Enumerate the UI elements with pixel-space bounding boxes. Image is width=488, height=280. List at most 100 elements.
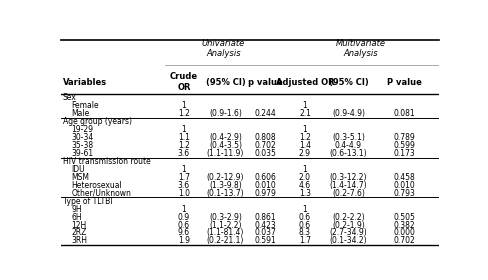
Text: MSM: MSM xyxy=(71,173,89,182)
Text: 1.2: 1.2 xyxy=(178,109,190,118)
Text: Age group (years): Age group (years) xyxy=(63,117,132,126)
Text: (0.2-2.2): (0.2-2.2) xyxy=(332,213,365,221)
Text: 3RH: 3RH xyxy=(71,236,87,245)
Text: 3.6: 3.6 xyxy=(178,149,190,158)
Text: 0.599: 0.599 xyxy=(393,141,415,150)
Text: (0.2-1.9): (0.2-1.9) xyxy=(332,221,365,230)
Text: (0.4-2.9): (0.4-2.9) xyxy=(209,133,242,142)
Text: 9H: 9H xyxy=(71,205,82,214)
Text: 1: 1 xyxy=(303,101,307,110)
Text: 1.1: 1.1 xyxy=(178,133,190,142)
Text: 0.6: 0.6 xyxy=(299,213,311,221)
Text: (0.3-12.2): (0.3-12.2) xyxy=(330,173,367,182)
Text: 1: 1 xyxy=(182,125,186,134)
Text: 2.1: 2.1 xyxy=(299,109,311,118)
Text: (1.1-2.2): (1.1-2.2) xyxy=(209,221,242,230)
Text: Adjusted OR: Adjusted OR xyxy=(276,78,334,87)
Text: 0.382: 0.382 xyxy=(393,221,415,230)
Text: Variables: Variables xyxy=(63,78,107,87)
Text: (1.4-14.7): (1.4-14.7) xyxy=(329,181,367,190)
Text: Univariate
Analysis: Univariate Analysis xyxy=(202,39,245,59)
Text: (0.9-4.9): (0.9-4.9) xyxy=(332,109,365,118)
Text: 6H: 6H xyxy=(71,213,82,221)
Text: 1: 1 xyxy=(182,101,186,110)
Text: 0.6: 0.6 xyxy=(178,221,190,230)
Text: Other/Unknown: Other/Unknown xyxy=(71,189,131,198)
Text: 3.6: 3.6 xyxy=(178,181,190,190)
Text: 0.505: 0.505 xyxy=(393,213,415,221)
Text: (1.1-11.9): (1.1-11.9) xyxy=(207,149,244,158)
Text: (2.7-34.9): (2.7-34.9) xyxy=(329,228,367,237)
Text: 0.793: 0.793 xyxy=(393,189,415,198)
Text: 1.2: 1.2 xyxy=(299,133,311,142)
Text: 1: 1 xyxy=(303,205,307,214)
Text: Female: Female xyxy=(71,101,99,110)
Text: 0.035: 0.035 xyxy=(254,149,276,158)
Text: 30-34: 30-34 xyxy=(71,133,94,142)
Text: 1.0: 1.0 xyxy=(178,189,190,198)
Text: (0.9-1.6): (0.9-1.6) xyxy=(209,109,242,118)
Text: Multivariate
Analysis: Multivariate Analysis xyxy=(336,39,386,59)
Text: 1.4: 1.4 xyxy=(299,141,311,150)
Text: 0.081: 0.081 xyxy=(393,109,415,118)
Text: (95% CI): (95% CI) xyxy=(328,78,368,87)
Text: 1: 1 xyxy=(303,165,307,174)
Text: 0.244: 0.244 xyxy=(254,109,276,118)
Text: 0.789: 0.789 xyxy=(393,133,415,142)
Text: (0.1-13.7): (0.1-13.7) xyxy=(207,189,244,198)
Text: 2.9: 2.9 xyxy=(299,149,311,158)
Text: Male: Male xyxy=(71,109,89,118)
Text: 2.0: 2.0 xyxy=(299,173,311,182)
Text: (0.6-13.1): (0.6-13.1) xyxy=(329,149,367,158)
Text: IDU: IDU xyxy=(71,165,85,174)
Text: 1: 1 xyxy=(182,205,186,214)
Text: 0.808: 0.808 xyxy=(254,133,276,142)
Text: (0.2-7.6): (0.2-7.6) xyxy=(332,189,365,198)
Text: 1: 1 xyxy=(303,125,307,134)
Text: Crude
OR: Crude OR xyxy=(170,73,198,92)
Text: Sex: Sex xyxy=(63,94,77,102)
Text: 4.6: 4.6 xyxy=(299,181,311,190)
Text: (1.3-9.8): (1.3-9.8) xyxy=(209,181,242,190)
Text: 0.037: 0.037 xyxy=(254,228,276,237)
Text: (95% CI): (95% CI) xyxy=(205,78,245,87)
Text: 0.423: 0.423 xyxy=(254,221,276,230)
Text: 12H: 12H xyxy=(71,221,86,230)
Text: 1.7: 1.7 xyxy=(299,236,311,245)
Text: 1.9: 1.9 xyxy=(178,236,190,245)
Text: Heterosexual: Heterosexual xyxy=(71,181,122,190)
Text: (0.3-2.9): (0.3-2.9) xyxy=(209,213,242,221)
Text: (0.1-34.2): (0.1-34.2) xyxy=(329,236,367,245)
Text: 8.3: 8.3 xyxy=(299,228,311,237)
Text: (0.3-5.1): (0.3-5.1) xyxy=(332,133,365,142)
Text: 0.591: 0.591 xyxy=(254,236,276,245)
Text: (0.2-21.1): (0.2-21.1) xyxy=(207,236,244,245)
Text: 39-61: 39-61 xyxy=(71,149,93,158)
Text: 0.702: 0.702 xyxy=(393,236,415,245)
Text: 1: 1 xyxy=(182,165,186,174)
Text: 0.010: 0.010 xyxy=(254,181,276,190)
Text: 1.3: 1.3 xyxy=(299,189,311,198)
Text: 0.010: 0.010 xyxy=(393,181,415,190)
Text: 0.979: 0.979 xyxy=(254,189,276,198)
Text: 19-29: 19-29 xyxy=(71,125,93,134)
Text: P value: P value xyxy=(387,78,422,87)
Text: 0.702: 0.702 xyxy=(254,141,276,150)
Text: (0.4-3.5): (0.4-3.5) xyxy=(209,141,242,150)
Text: (0.2-12.9): (0.2-12.9) xyxy=(207,173,244,182)
Text: 0.9: 0.9 xyxy=(178,213,190,221)
Text: 1.7: 1.7 xyxy=(178,173,190,182)
Text: 9.6: 9.6 xyxy=(178,228,190,237)
Text: 0.000: 0.000 xyxy=(393,228,415,237)
Text: 0.6: 0.6 xyxy=(299,221,311,230)
Text: 35-38: 35-38 xyxy=(71,141,93,150)
Text: 1.2: 1.2 xyxy=(178,141,190,150)
Text: (1.1-81.4): (1.1-81.4) xyxy=(207,228,244,237)
Text: 0.4-4.9: 0.4-4.9 xyxy=(335,141,362,150)
Text: p value: p value xyxy=(248,78,283,87)
Text: 0.861: 0.861 xyxy=(254,213,276,221)
Text: 2RZ: 2RZ xyxy=(71,228,86,237)
Text: 0.458: 0.458 xyxy=(393,173,415,182)
Text: Type of TLTBI: Type of TLTBI xyxy=(63,197,112,206)
Text: 0.173: 0.173 xyxy=(393,149,415,158)
